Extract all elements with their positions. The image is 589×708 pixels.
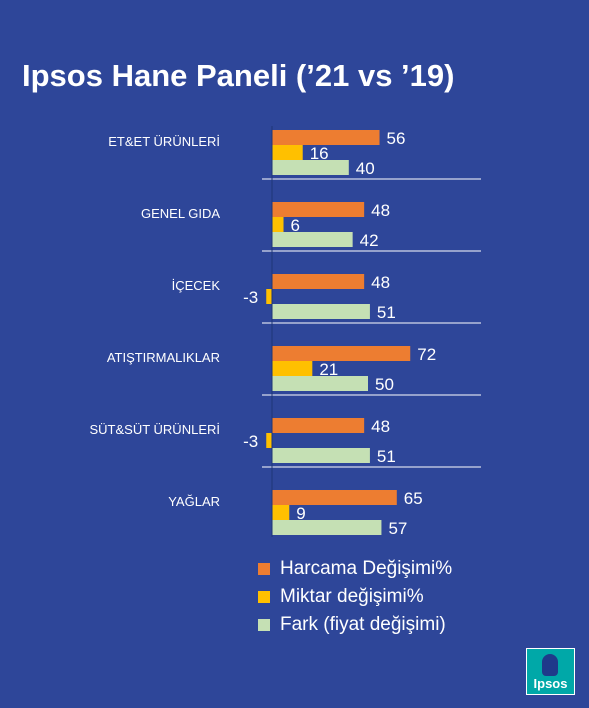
- legend-label-fark: Fark (fiyat değişimi): [280, 614, 446, 635]
- legend-item-fark: Fark (fiyat değişimi): [258, 611, 452, 639]
- data-label: 65: [404, 489, 423, 508]
- bar-harcama: [272, 418, 365, 433]
- bar-miktar: [272, 505, 290, 520]
- ipsos-logo-text: Ipsos: [533, 676, 568, 691]
- bar-miktar: [272, 361, 313, 376]
- bar-miktar: [266, 289, 272, 304]
- data-label: 48: [371, 417, 390, 436]
- legend-swatch-harcama: [258, 563, 270, 575]
- legend-label-miktar: Miktar değişimi%: [280, 586, 424, 607]
- data-label: 56: [387, 129, 406, 148]
- data-label: -3: [243, 432, 258, 451]
- data-label: 40: [356, 159, 375, 178]
- data-label: 50: [375, 375, 394, 394]
- category-label: ET&ET ÜRÜNLERİ: [108, 134, 220, 149]
- data-label: 42: [360, 231, 379, 250]
- data-label: 9: [296, 504, 305, 523]
- ipsos-logo-mark-icon: [542, 654, 558, 676]
- bar-harcama: [272, 490, 397, 505]
- bar-miktar: [266, 433, 272, 448]
- bar-harcama: [272, 346, 411, 361]
- bar-fark: [272, 232, 353, 247]
- category-label: GENEL GIDA: [141, 206, 220, 221]
- data-label: 51: [377, 447, 396, 466]
- data-label: 6: [291, 216, 300, 235]
- data-label: 72: [417, 345, 436, 364]
- bar-fark: [272, 304, 370, 319]
- legend-label-harcama: Harcama Değişimi%: [280, 558, 453, 579]
- data-label: 48: [371, 201, 390, 220]
- legend-swatch-fark: [258, 619, 270, 631]
- category-label: İÇECEK: [172, 278, 221, 293]
- legend-swatch-miktar: [258, 591, 270, 603]
- ipsos-logo: Ipsos: [526, 648, 575, 695]
- category-label: ATIŞTIRMALIKLAR: [107, 350, 220, 365]
- bar-harcama: [272, 130, 380, 145]
- bar-miktar: [272, 217, 284, 232]
- bar-harcama: [272, 274, 365, 289]
- bar-harcama: [272, 202, 365, 217]
- data-label: 16: [310, 144, 329, 163]
- data-label: 48: [371, 273, 390, 292]
- chart-title: Ipsos Hane Paneli (’21 vs ’19): [22, 58, 455, 93]
- bar-miktar: [272, 145, 303, 160]
- data-label: 57: [388, 519, 407, 538]
- legend: Harcama Değişimi% Miktar değişimi% Fark …: [258, 555, 452, 639]
- data-label: 21: [319, 360, 338, 379]
- data-label: -3: [243, 288, 258, 307]
- category-label: YAĞLAR: [168, 494, 220, 509]
- legend-item-miktar: Miktar değişimi%: [258, 583, 452, 611]
- bar-fark: [272, 376, 368, 391]
- data-label: 51: [377, 303, 396, 322]
- bar-fark: [272, 520, 382, 535]
- bar-fark: [272, 160, 349, 175]
- legend-item-harcama: Harcama Değişimi%: [258, 555, 452, 583]
- category-label: SÜT&SÜT ÜRÜNLERİ: [89, 422, 220, 437]
- bar-fark: [272, 448, 370, 463]
